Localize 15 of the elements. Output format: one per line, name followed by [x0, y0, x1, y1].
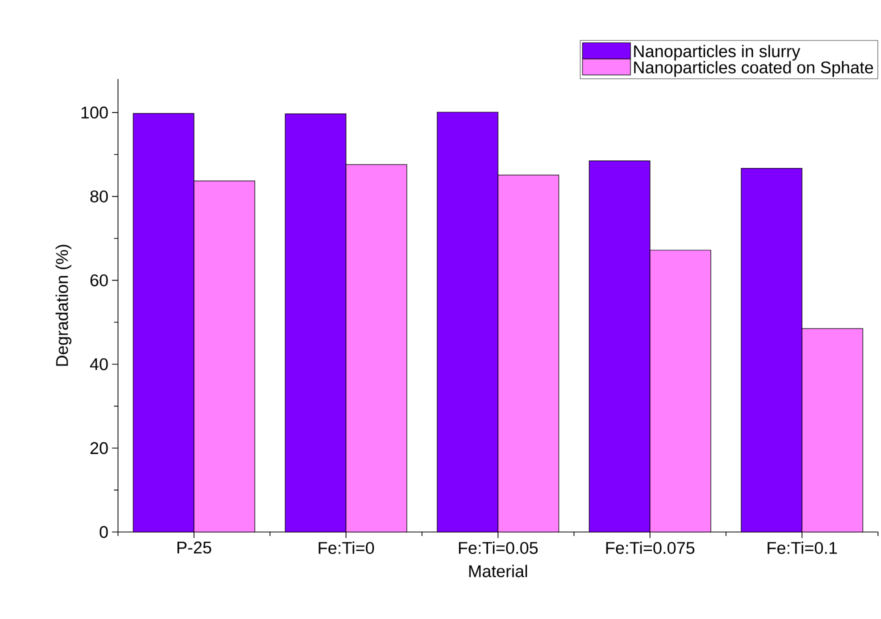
x-tick-label: Fe:Ti=0.075: [606, 542, 694, 554]
y-tick-label: 100: [82, 106, 108, 119]
y-tick-label: 40: [90, 358, 108, 370]
y-axis-title: Degradation (%): [56, 244, 72, 366]
x-tick-label: Fe:Ti=0.05: [458, 542, 538, 554]
legend-label: Nanoparticles in slurry: [634, 44, 800, 61]
y-tick-label: 0: [100, 526, 108, 538]
legend-label: Nanoparticles coated on Sphate: [634, 61, 874, 77]
x-tick-label: Fe:Ti=0: [318, 542, 374, 554]
y-tick-label: 60: [90, 274, 108, 286]
x-tick-label: P-25: [178, 542, 212, 554]
y-tick-label: 20: [90, 442, 108, 454]
x-axis-title: Material: [469, 564, 527, 578]
x-tick-label: Fe:Ti=0.1: [768, 542, 837, 554]
y-tick-label: 80: [90, 190, 108, 202]
